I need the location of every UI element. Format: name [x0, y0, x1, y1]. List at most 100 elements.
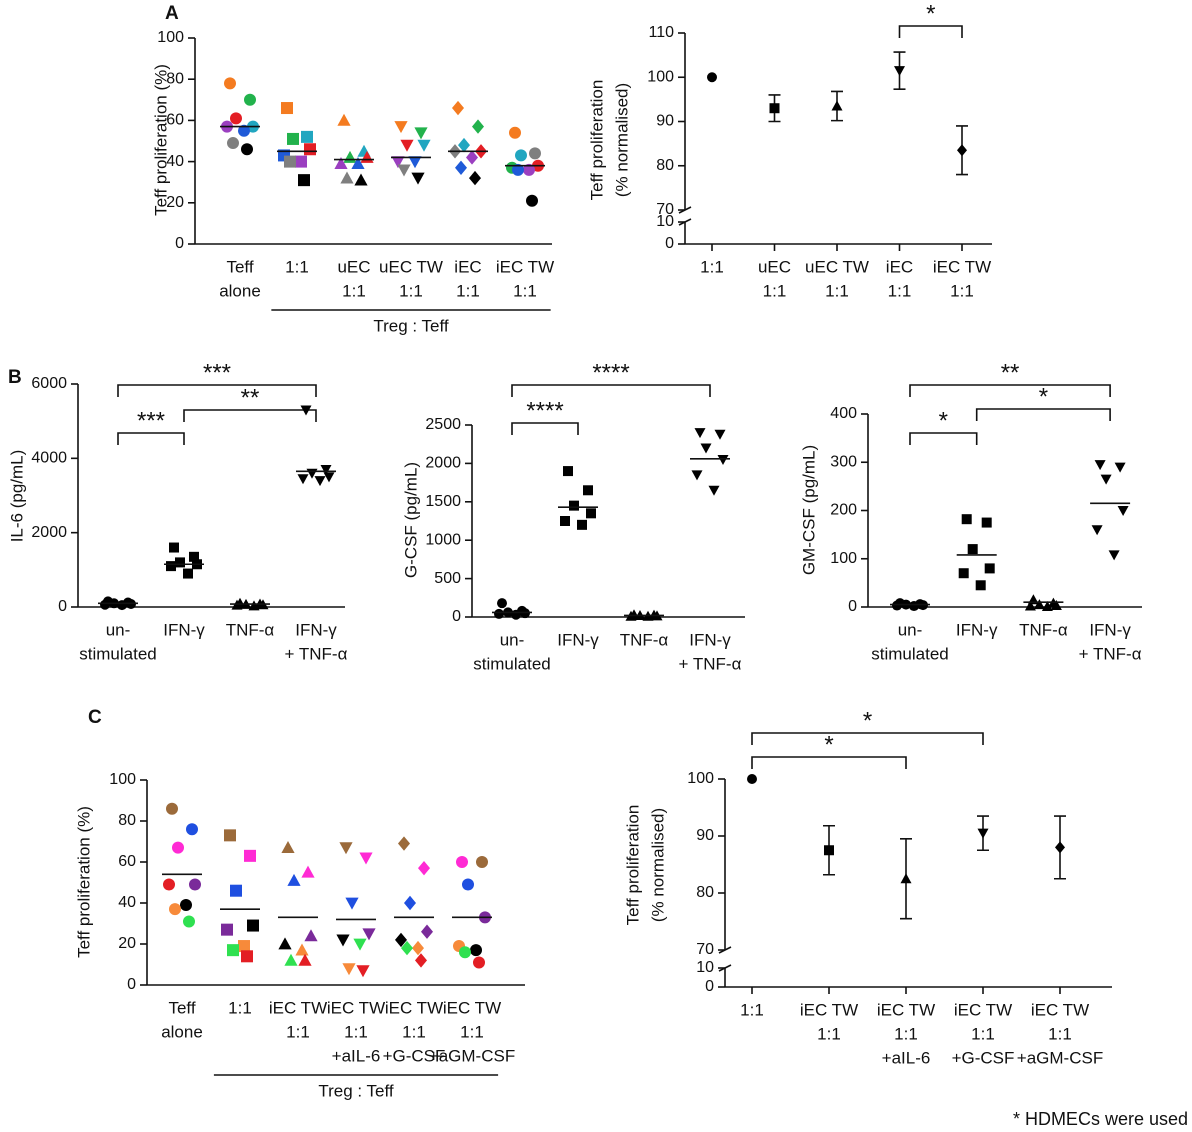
y-tick-label: 0 [175, 235, 184, 252]
x-tick-label: alone [219, 281, 261, 300]
marker [981, 517, 992, 528]
y-tick-label: 2500 [425, 416, 461, 433]
marker [298, 174, 310, 187]
y-axis-label: Teff proliferation [587, 80, 606, 201]
x-tick-label: + TNF-α [285, 644, 348, 663]
marker [408, 156, 422, 169]
marker [351, 157, 365, 170]
y-axis-label: GM-CSF (pg/mL) [799, 445, 818, 575]
y-tick-label: 90 [696, 827, 714, 844]
y-tick-label: 40 [166, 153, 184, 170]
marker [401, 940, 413, 956]
marker [295, 155, 307, 168]
x-tick-label: un- [106, 620, 131, 639]
marker [1050, 600, 1062, 611]
significance-label: *** [203, 359, 231, 386]
significance-bracket [909, 432, 978, 445]
marker [509, 126, 521, 139]
x-tick-label: IFN-γ [295, 620, 337, 639]
marker [462, 878, 474, 891]
footnote: * HDMECs were used [1013, 1109, 1188, 1129]
y-tick-label: 90 [656, 113, 674, 130]
significance-bracket [909, 384, 1111, 397]
x-tick-label: 1:1 [286, 1022, 310, 1041]
x-tick-label: iEC [886, 257, 913, 276]
x-tick-label: 1:1 [763, 281, 787, 300]
x-tick-label: 1:1 [825, 281, 849, 300]
y-tick-label: 2000 [425, 455, 461, 472]
marker [526, 194, 538, 207]
x-tick-label: +aIL-6 [332, 1046, 381, 1065]
significance-bracket [117, 384, 317, 397]
marker [421, 924, 433, 939]
marker [304, 929, 318, 942]
y-tick-label: 4000 [31, 450, 67, 467]
marker [747, 774, 757, 784]
x-tick-label: Teff [168, 998, 195, 1017]
panel-label: A [165, 3, 179, 24]
marker [336, 934, 350, 947]
y-tick-label: 60 [166, 112, 184, 129]
y-tick-label: 70 [696, 941, 714, 958]
x-tick-label: Teff [226, 257, 253, 276]
x-tick-label: 1:1 [342, 281, 366, 300]
marker [455, 160, 467, 175]
significance-bracket [751, 732, 984, 745]
marker [183, 568, 193, 579]
marker [831, 100, 843, 111]
y-axis-label: Teff proliferation (%) [74, 806, 93, 958]
marker [394, 121, 408, 134]
marker [230, 112, 242, 125]
marker [824, 845, 834, 856]
x-tick-label: +aGM-CSF [1017, 1048, 1103, 1067]
marker [287, 132, 299, 145]
x-tick-label: 1:1 [285, 257, 309, 276]
significance-label: **** [526, 397, 563, 424]
y-tick-label: 0 [848, 598, 857, 615]
x-tick-label: +aGM-CSF [429, 1046, 515, 1065]
y-tick-label: 80 [696, 884, 714, 901]
marker [414, 127, 428, 140]
marker [900, 873, 912, 884]
marker [183, 915, 195, 928]
y-tick-label: 100 [687, 770, 714, 787]
marker [342, 963, 356, 976]
significance-bracket [898, 25, 963, 38]
y-tick-label: 70 [656, 201, 674, 218]
x-tick-label: IFN-γ [163, 620, 205, 639]
marker [224, 77, 236, 90]
significance-label: ** [241, 384, 260, 411]
x-tick-label: iEC TW [877, 1000, 935, 1019]
marker [244, 849, 256, 862]
x-tick-label: iEC TW [269, 998, 327, 1017]
marker [166, 802, 178, 815]
marker [340, 171, 354, 184]
marker [241, 143, 253, 156]
marker [362, 928, 376, 941]
marker [1041, 601, 1053, 612]
marker [909, 601, 919, 612]
marker [227, 137, 239, 150]
significance-label: * [824, 731, 833, 758]
marker [714, 429, 726, 440]
x-tick-label: iEC TW [496, 257, 554, 276]
x-tick-label: 1:1 [344, 1022, 368, 1041]
marker [717, 455, 729, 466]
marker [241, 950, 253, 963]
marker [117, 600, 127, 611]
marker [512, 163, 524, 176]
x-tick-label: uEC TW [379, 257, 443, 276]
x-tick-label: IFN-γ [689, 630, 731, 649]
marker [300, 405, 312, 416]
marker [1024, 600, 1036, 611]
marker [515, 149, 527, 162]
x-tick-label: IFN-γ [956, 620, 998, 639]
x-tick-label: + TNF-α [679, 654, 742, 673]
marker [175, 557, 185, 568]
y-tick-label: 10 [696, 959, 714, 976]
marker [497, 598, 507, 609]
x-tick-label: alone [161, 1022, 203, 1041]
y-tick-label: 0 [665, 235, 674, 252]
marker [353, 938, 367, 951]
marker [563, 466, 573, 477]
